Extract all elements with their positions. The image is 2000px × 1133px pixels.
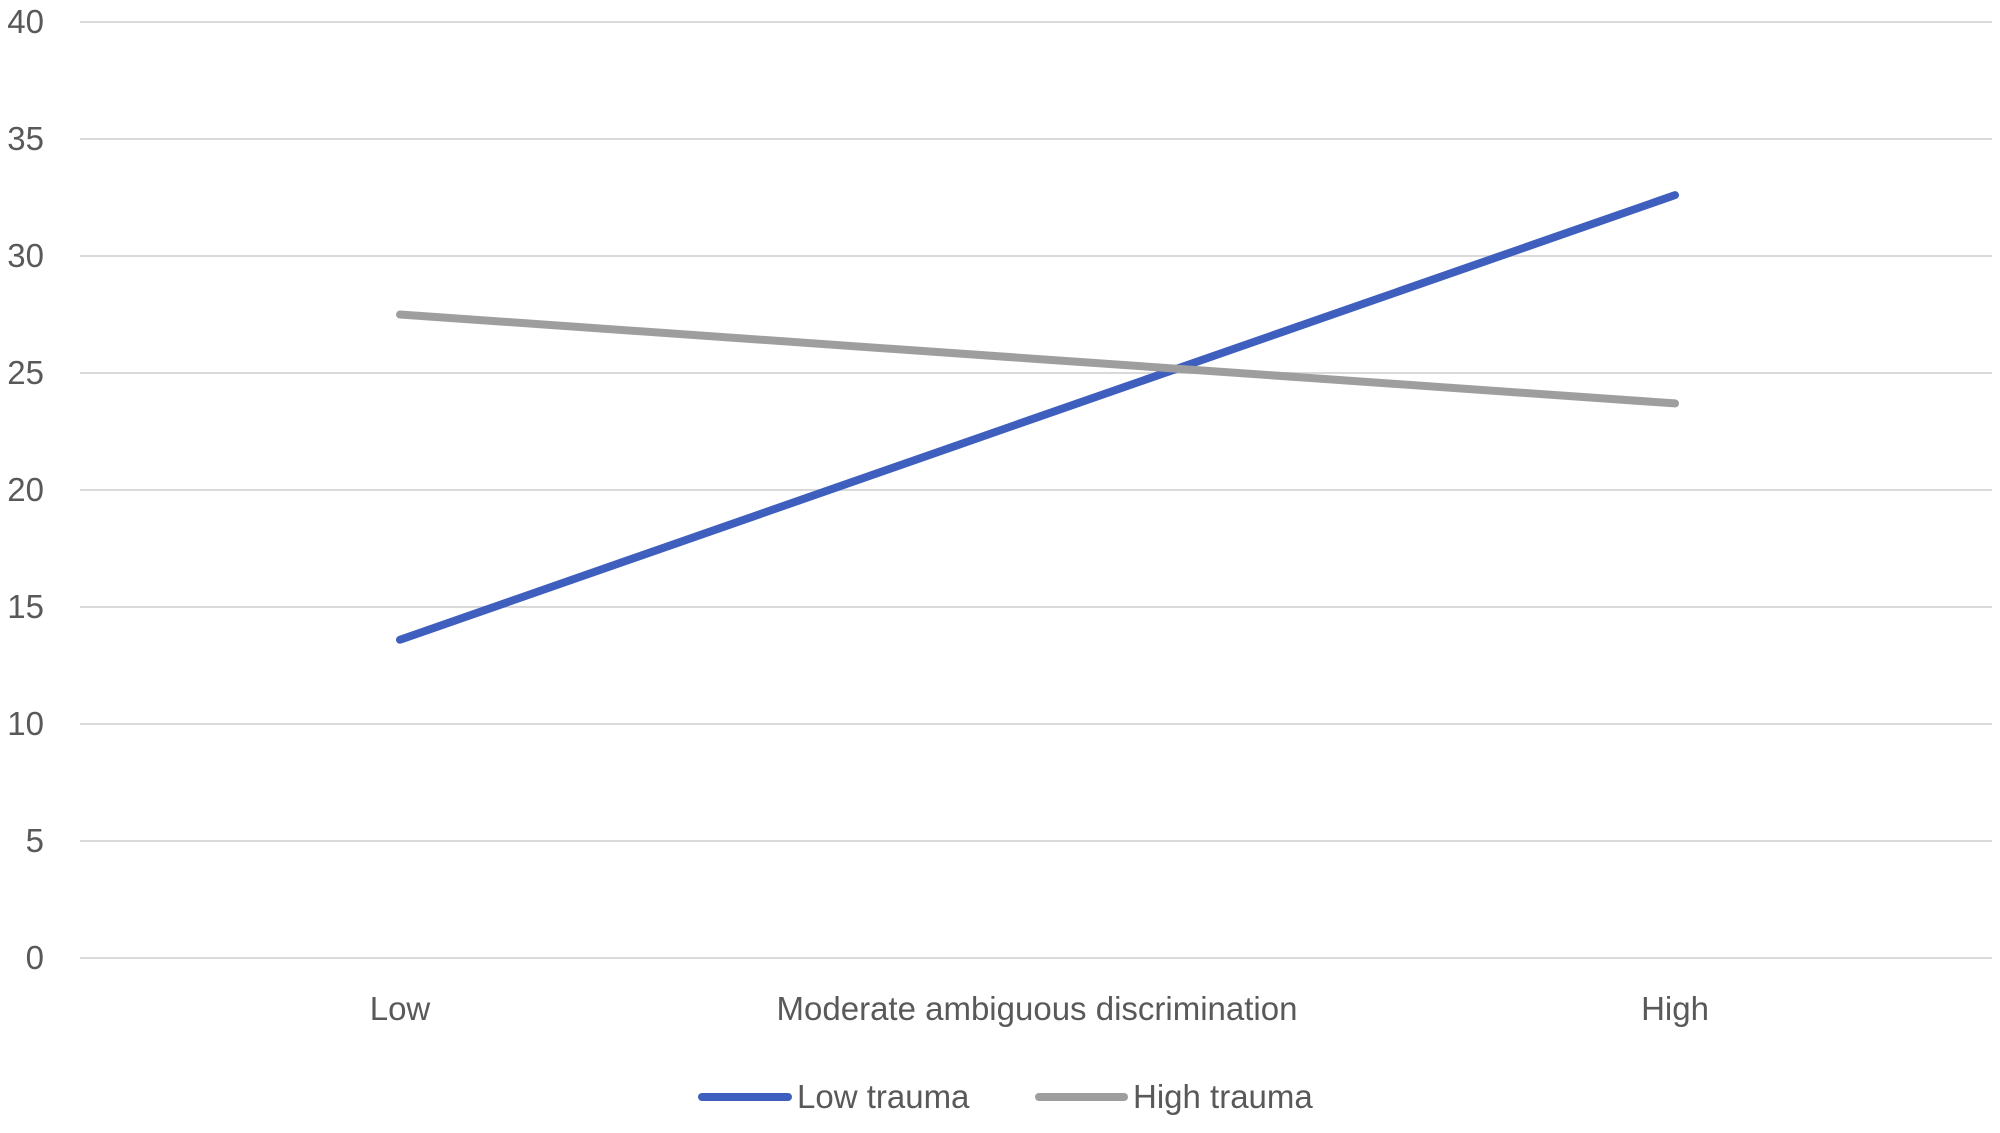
y-tick-label: 20: [7, 471, 44, 508]
gridlines: [80, 21, 1992, 959]
y-tick-label: 40: [7, 3, 44, 40]
y-axis-ticks: 0 5 10 15 20 25 30 35 40: [7, 3, 44, 976]
y-tick-label: 30: [7, 237, 44, 274]
legend: Low trauma High trauma: [698, 1078, 1313, 1115]
y-tick-label: 10: [7, 705, 44, 742]
x-axis-ticks: Low Moderate ambiguous discrimination High: [370, 990, 1709, 1027]
legend-label: High trauma: [1133, 1078, 1313, 1115]
legend-label: Low trauma: [797, 1078, 970, 1115]
y-tick-label: 0: [26, 939, 44, 976]
y-tick-label: 5: [26, 822, 44, 859]
x-tick-label: Moderate ambiguous discrimination: [777, 990, 1298, 1027]
y-tick-label: 25: [7, 354, 44, 391]
series-lines: [396, 191, 1679, 644]
x-tick-label: High: [1641, 990, 1709, 1027]
y-tick-label: 35: [7, 120, 44, 157]
series-line-high-trauma: [396, 310, 1679, 408]
y-tick-label: 15: [7, 588, 44, 625]
series-line-low-trauma: [396, 191, 1679, 644]
x-tick-label: Low: [370, 990, 431, 1027]
